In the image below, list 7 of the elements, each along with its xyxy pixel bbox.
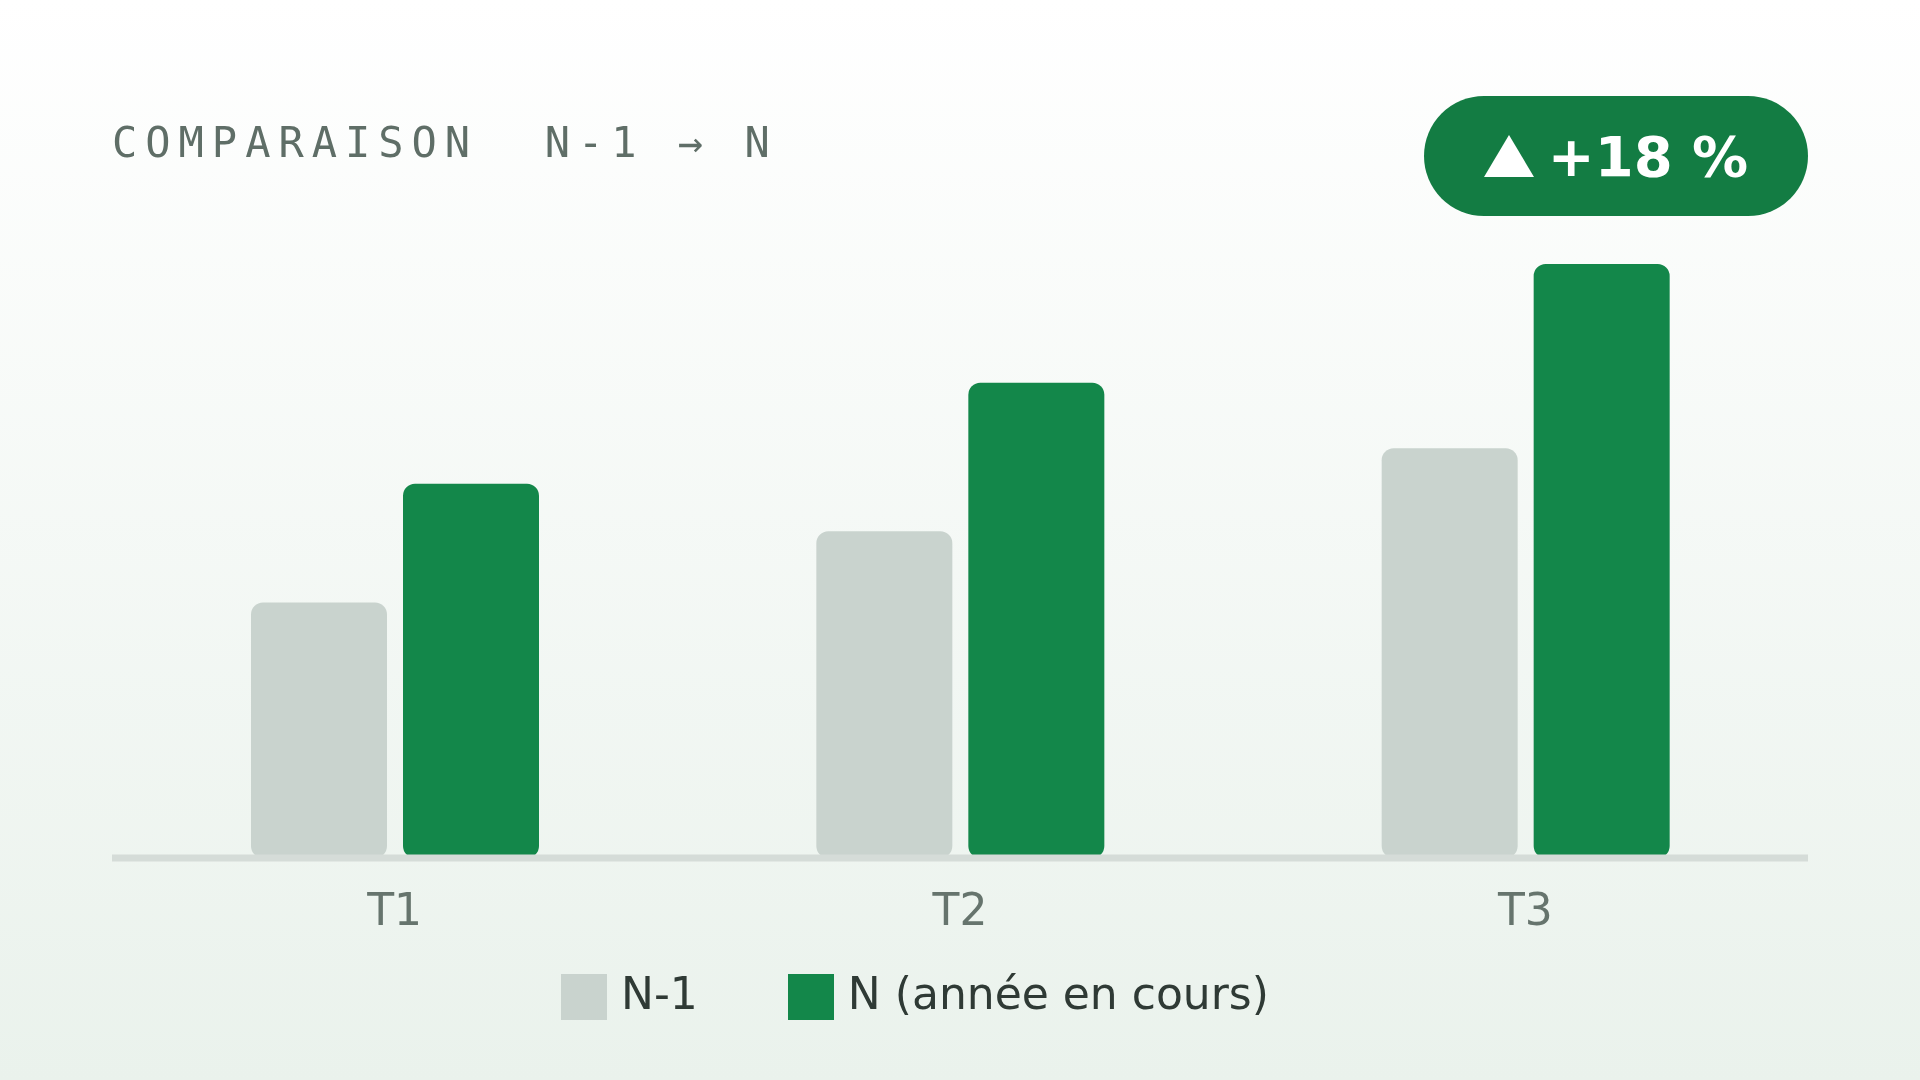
- text: +18 %: [1547, 123, 1749, 189]
- x-tick-label: T3: [1496, 884, 1553, 936]
- chart-title: COMPARAISON N-1 → N: [112, 118, 778, 167]
- x-tick-label: T2: [931, 884, 988, 936]
- legend-label: N (année en cours): [847, 968, 1269, 1019]
- legend-label: N-1: [621, 968, 698, 1019]
- x-tick-label: T1: [366, 884, 423, 936]
